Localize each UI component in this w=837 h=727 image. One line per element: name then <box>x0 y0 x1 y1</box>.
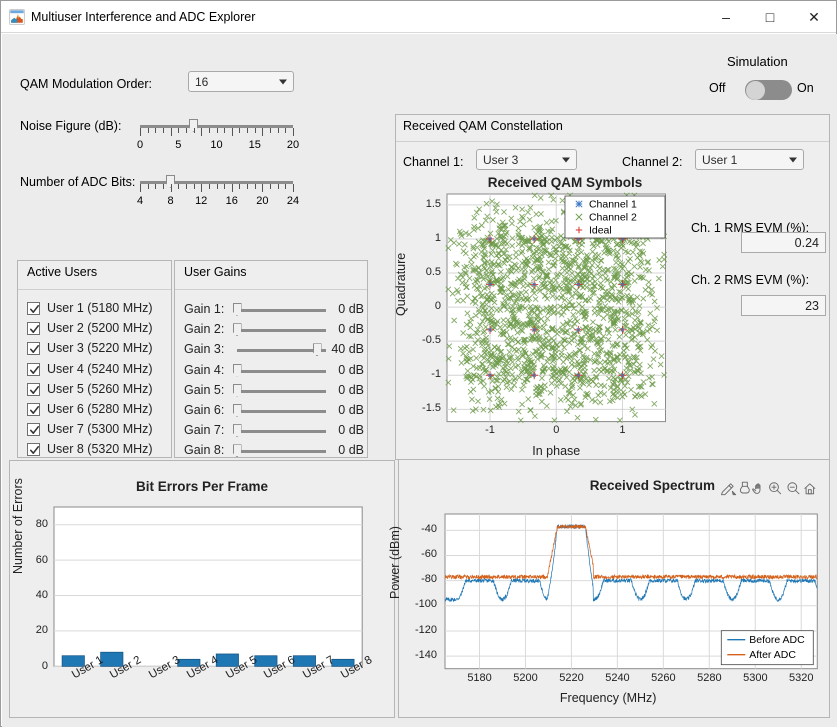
svg-text:After ADC: After ADC <box>749 650 796 661</box>
svg-text:Before ADC: Before ADC <box>749 635 805 646</box>
svg-text:Channel 1: Channel 1 <box>589 199 637 210</box>
svg-text:Channel 2: Channel 2 <box>589 212 637 223</box>
svg-text:Ideal: Ideal <box>589 225 612 236</box>
